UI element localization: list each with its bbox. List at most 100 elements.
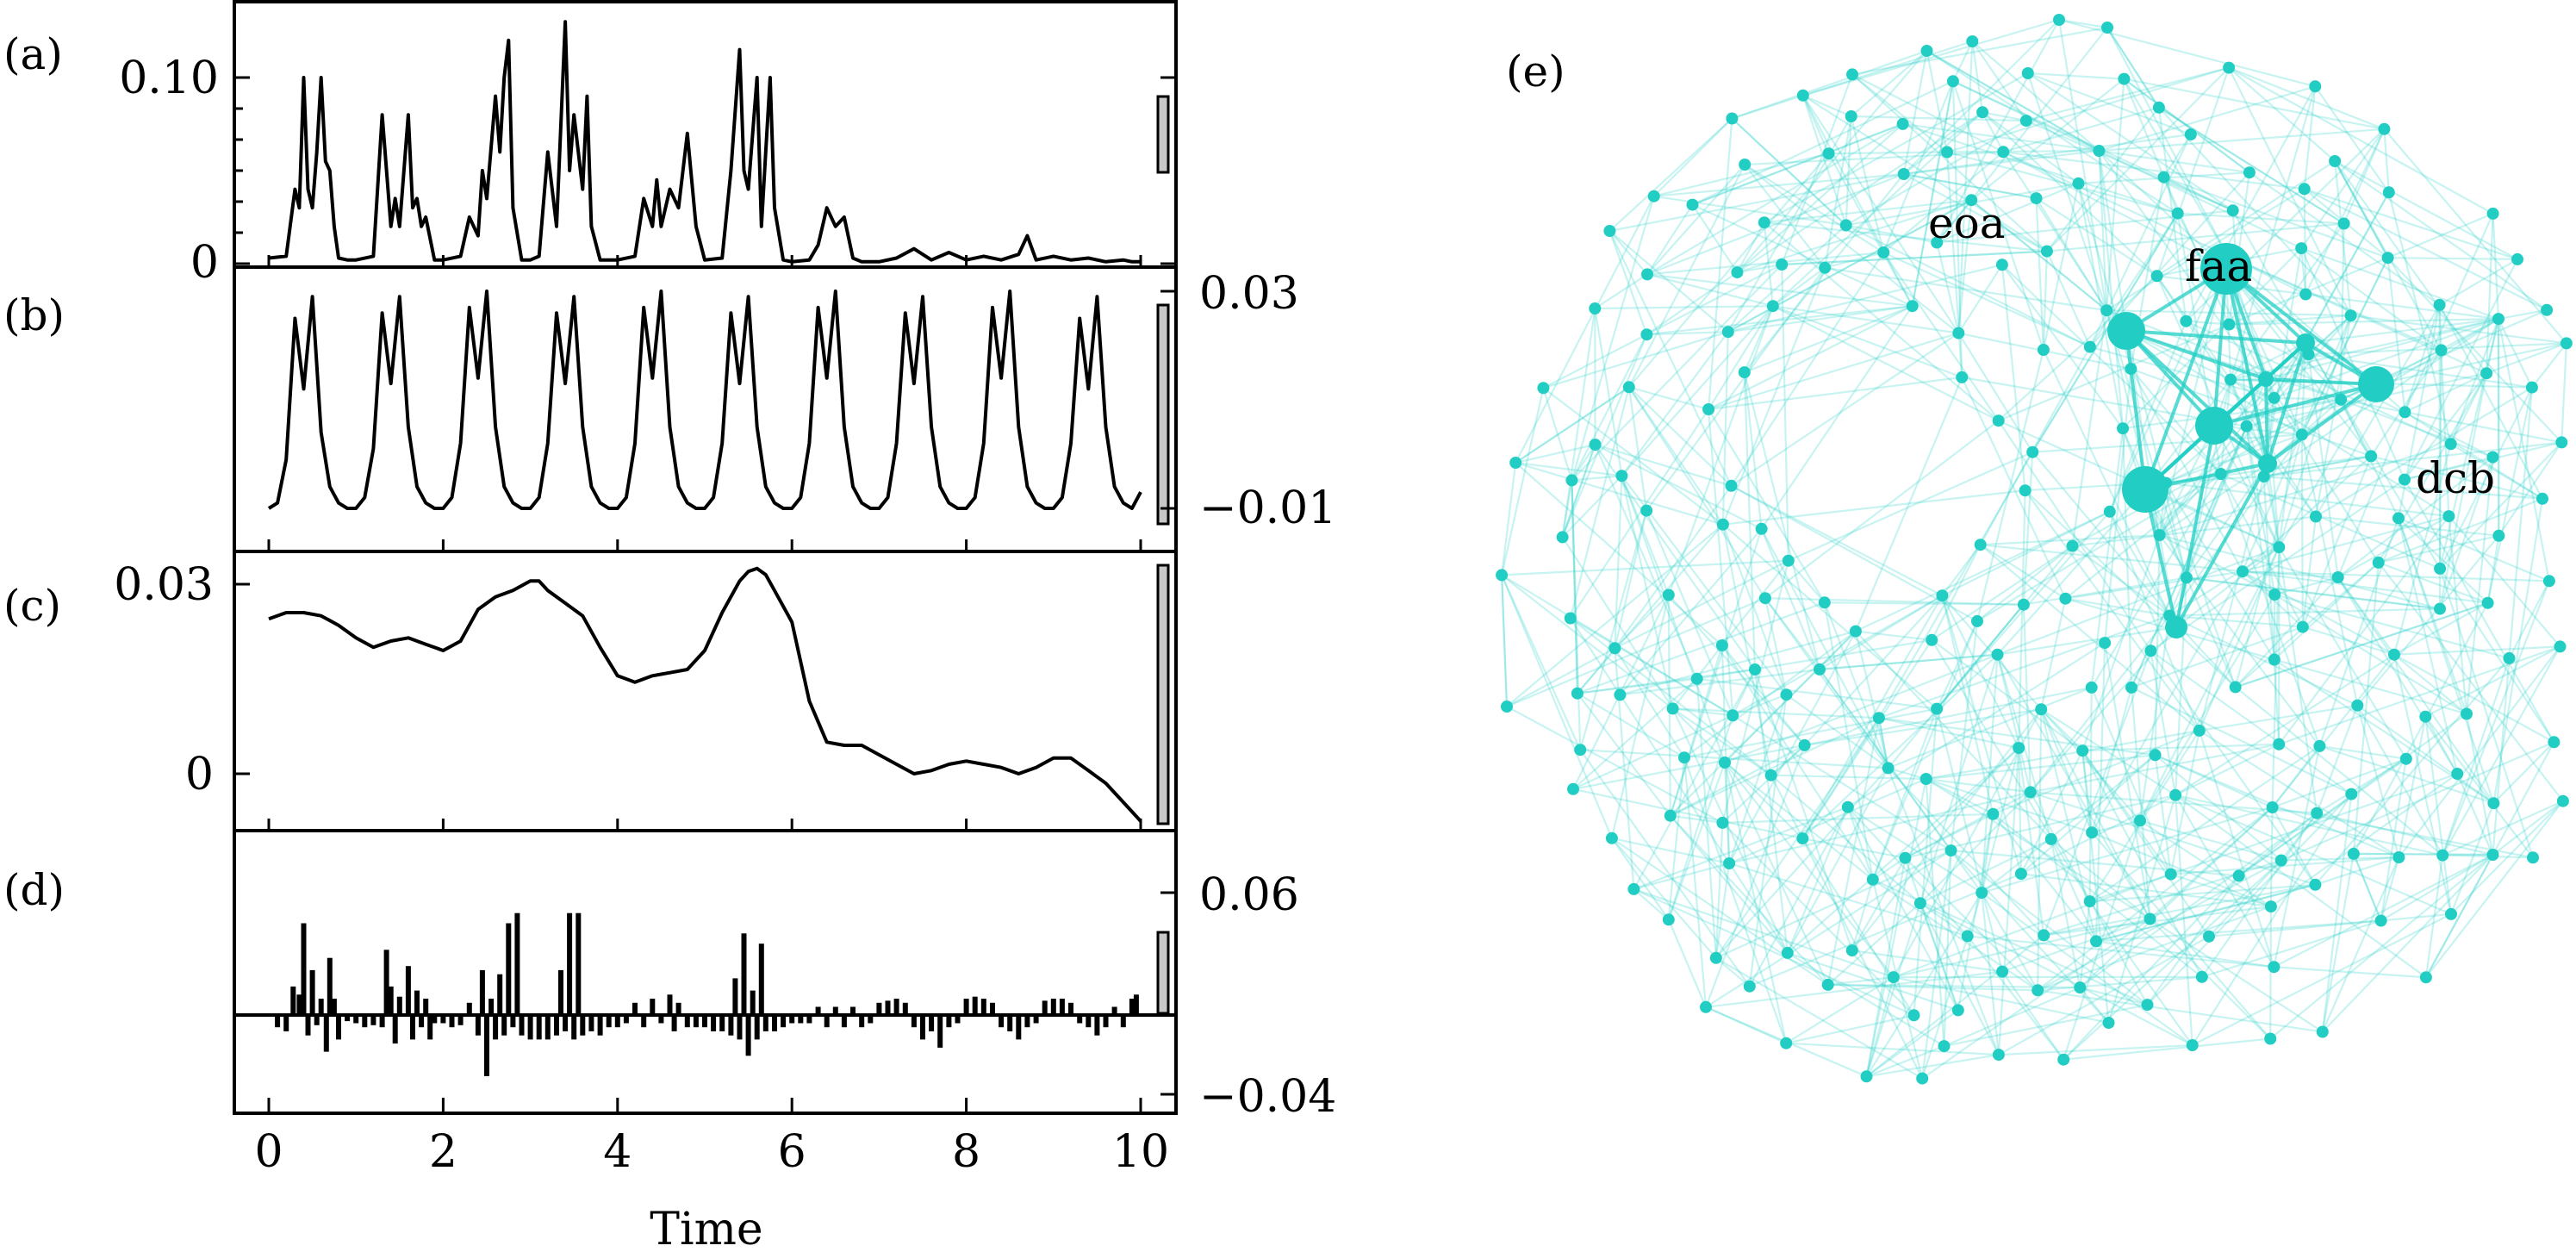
panel-d-bar-89 bbox=[850, 1006, 856, 1015]
network-node-159 bbox=[2171, 207, 2184, 220]
network-node-203 bbox=[1872, 712, 1885, 725]
network-edge-792 bbox=[1743, 371, 1821, 670]
network-node-156 bbox=[2017, 598, 2030, 611]
network-edge-305 bbox=[2146, 875, 2240, 1006]
network-edge-522 bbox=[2091, 570, 2243, 833]
network-edge-541 bbox=[1723, 762, 1788, 1043]
network-edge-750 bbox=[2200, 813, 2318, 978]
network-node-244 bbox=[2226, 204, 2239, 217]
network-edge-645 bbox=[1941, 595, 2043, 710]
network-edge-577 bbox=[1921, 892, 1983, 1079]
x-tick-label-3: 6 bbox=[778, 1126, 806, 1178]
network-edge-575 bbox=[2497, 318, 2550, 582]
network-edge-215 bbox=[1577, 523, 1724, 694]
network-edge-71 bbox=[2378, 561, 2488, 604]
panel-d-bar-94 bbox=[893, 999, 899, 1015]
network-edge-12 bbox=[2099, 128, 2385, 153]
panel-d-bar-100 bbox=[946, 1015, 952, 1028]
network-edge-225 bbox=[2377, 562, 2564, 802]
network-edge-812 bbox=[1878, 614, 2170, 719]
network-edge-403 bbox=[2168, 614, 2358, 707]
network-edge-138 bbox=[2492, 213, 2500, 320]
network-edge-378 bbox=[1736, 221, 1765, 273]
network-edge-912 bbox=[1824, 251, 1884, 269]
panel-d-bar-99 bbox=[937, 1015, 943, 1048]
network-edge-539 bbox=[2392, 444, 2452, 655]
network-edge-307 bbox=[2063, 875, 2240, 1061]
network-edge-352 bbox=[1501, 574, 1613, 839]
network-edge-113 bbox=[2280, 741, 2554, 862]
network-node-162 bbox=[2164, 868, 2177, 881]
network-edge-97 bbox=[2273, 745, 2321, 968]
network-edge-779 bbox=[2425, 800, 2564, 978]
network-edge-317 bbox=[1966, 935, 2065, 1061]
network-edge-55 bbox=[1827, 976, 1894, 986]
network-hub-spoke-4-2 bbox=[2144, 488, 2280, 549]
network-edge-936 bbox=[2025, 66, 2230, 122]
network-edge-258 bbox=[1683, 630, 1857, 759]
network-edge-820 bbox=[2057, 19, 2108, 311]
network-edge-430 bbox=[2393, 653, 2554, 744]
network-edge-997 bbox=[1715, 850, 1951, 959]
network-edge-303 bbox=[1936, 199, 1973, 244]
network-node-51 bbox=[2243, 166, 2256, 179]
network-node-141 bbox=[1776, 258, 1789, 271]
network-node-58 bbox=[1995, 258, 2008, 271]
network-edge-686 bbox=[1561, 308, 1596, 538]
network-edge-751 bbox=[2278, 546, 2318, 813]
network-node-102 bbox=[2525, 381, 2538, 394]
network-edge-849 bbox=[2230, 85, 2317, 380]
network-edge-889 bbox=[1846, 806, 1874, 881]
network-edge-246 bbox=[1941, 595, 2020, 749]
network-edge-900 bbox=[1721, 524, 1788, 695]
network-edge-386 bbox=[1997, 420, 2152, 651]
network-edge-471 bbox=[1845, 224, 2091, 348]
network-edge-909 bbox=[1722, 813, 1994, 824]
network-hub-spoke-0-0 bbox=[2098, 150, 2227, 270]
network-edge-114 bbox=[2154, 754, 2282, 862]
network-edge-550 bbox=[1732, 595, 1943, 717]
network-edge-104 bbox=[1772, 305, 2000, 422]
network-edge-257 bbox=[1614, 647, 1685, 758]
network-edge-789 bbox=[2424, 716, 2534, 858]
network-edge-699 bbox=[2095, 883, 2316, 943]
panel-d-bar-40 bbox=[506, 923, 512, 1015]
network-edge-953 bbox=[1980, 544, 2243, 573]
network-edge-4 bbox=[2159, 443, 2452, 537]
network-edge-268 bbox=[2273, 191, 2390, 399]
network-edge-88 bbox=[2352, 602, 2489, 855]
panel-d-bar-77 bbox=[754, 1015, 760, 1040]
network-edge-1002 bbox=[1971, 40, 2027, 121]
network-edge-824 bbox=[2404, 479, 2555, 743]
network-edge-505 bbox=[1888, 767, 1926, 781]
panel-d-bar-17 bbox=[379, 1015, 385, 1028]
node-label-dcb: dcb bbox=[2416, 453, 2495, 503]
network-hub-spoke-0-3 bbox=[2225, 268, 2342, 401]
network-edge-264 bbox=[2156, 67, 2231, 277]
network-edge-690 bbox=[2139, 819, 2272, 908]
network-node-57 bbox=[2273, 738, 2286, 750]
network-edge-309 bbox=[1633, 888, 1670, 921]
network-edge-184 bbox=[1787, 747, 2019, 954]
network-edge-141 bbox=[1561, 444, 1596, 538]
network-edge-721 bbox=[2040, 708, 2141, 822]
network-edge-327 bbox=[2465, 457, 2494, 714]
network-edge-890 bbox=[1847, 806, 1982, 894]
network-edge-241 bbox=[2273, 353, 2310, 399]
network-edge-462 bbox=[1851, 857, 1907, 951]
network-edge-740 bbox=[2424, 716, 2453, 915]
network-edge-703 bbox=[1572, 788, 1803, 840]
network-edge-562 bbox=[1920, 902, 2193, 1046]
network-edge-480 bbox=[2356, 535, 2500, 707]
network-edge-776 bbox=[2175, 794, 2427, 979]
network-edge-772 bbox=[1691, 203, 1739, 273]
network-edge-865 bbox=[2439, 258, 2518, 306]
network-edge-572 bbox=[2398, 517, 2550, 582]
network-node-154 bbox=[2141, 999, 2154, 1012]
panel-d-bar-97 bbox=[920, 1015, 925, 1040]
network-edge-857 bbox=[1633, 887, 1895, 979]
network-edge-915 bbox=[1721, 267, 1826, 526]
network-node-108 bbox=[2392, 851, 2405, 863]
network-hub-edge-4-5 bbox=[2144, 489, 2178, 628]
network-edge-1007 bbox=[1785, 1014, 1914, 1044]
